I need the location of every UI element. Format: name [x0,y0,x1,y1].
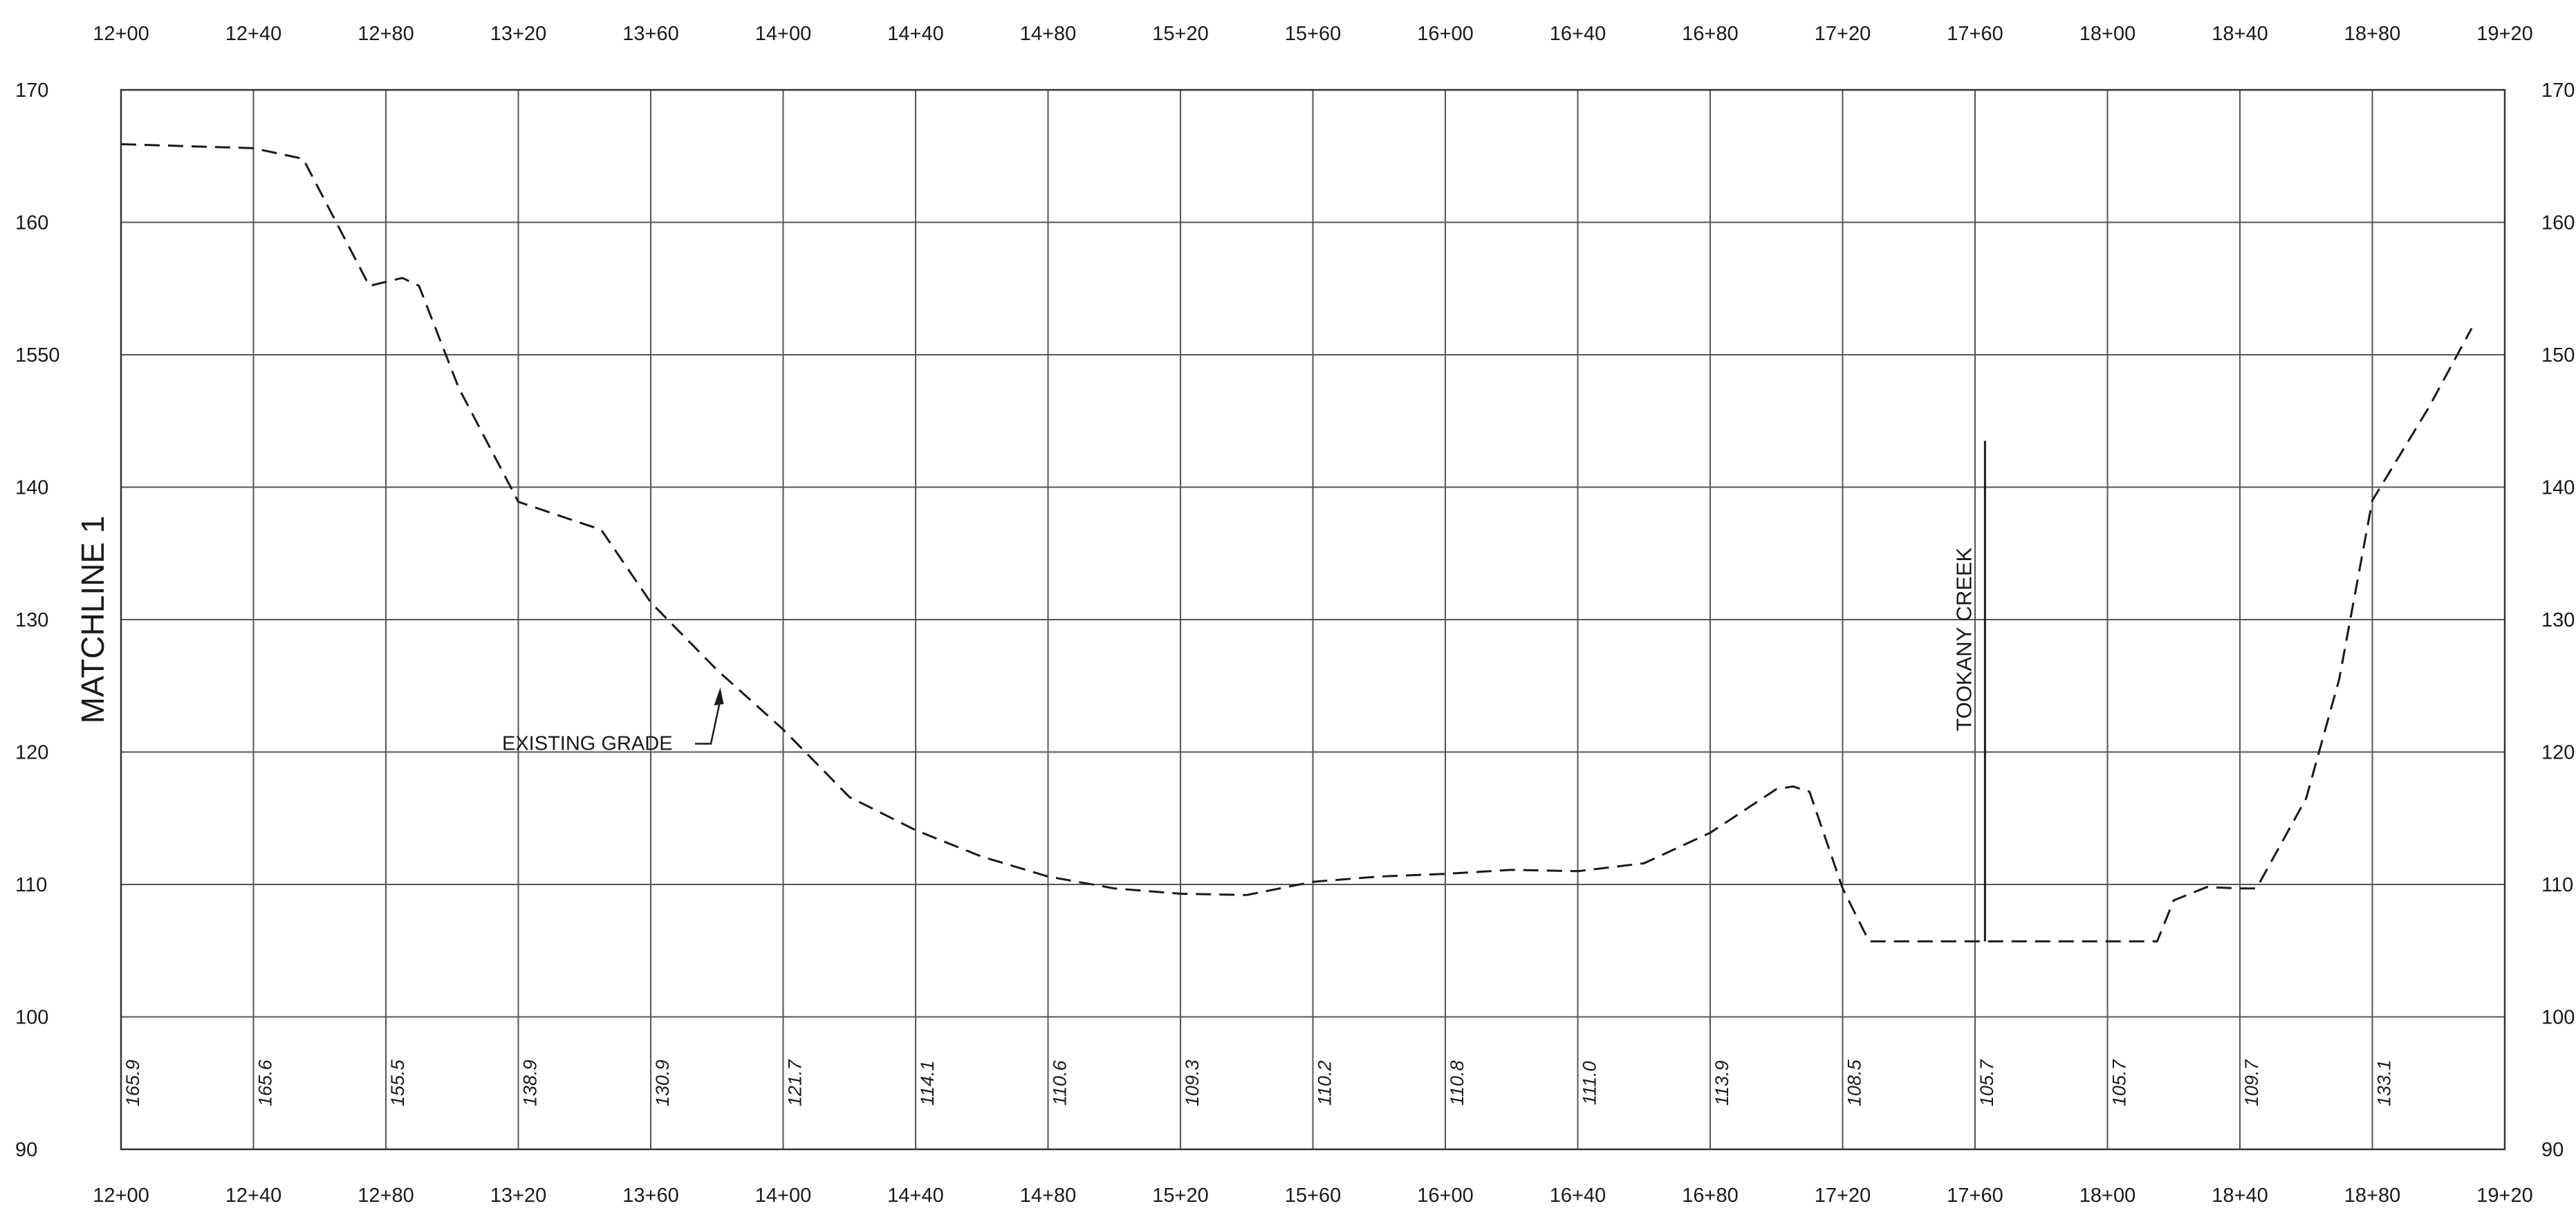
station-label: 16+40 [1550,1185,1606,1207]
station-label: 14+40 [887,1185,943,1207]
station-label: 18+40 [2212,1185,2268,1207]
station-label: 19+20 [2476,23,2532,45]
elevation-label: 160 [15,212,48,234]
station-label: 16+40 [1550,23,1606,45]
existing-grade-line [120,143,2473,943]
elevation-label: 130 [2541,609,2575,631]
station-label: 14+80 [1020,1185,1076,1207]
station-label: 14+00 [755,1185,811,1207]
station-label: 17+60 [1947,1185,2003,1207]
ground-elevation-label: 130.9 [652,1059,673,1106]
station-label: 15+20 [1152,23,1208,45]
station-label: 17+20 [1815,23,1871,45]
elevation-label: 100 [2541,1007,2575,1029]
existing-grade-series [120,143,2473,943]
ground-elevation-label: 155.5 [387,1059,408,1106]
existing-grade-leader [695,699,721,745]
station-label: 12+80 [358,1185,414,1207]
elevation-label: 120 [2541,742,2575,764]
elevation-label: 140 [2541,477,2575,499]
ground-elevation-label: 133.1 [2374,1059,2395,1106]
ground-elevation-label: 110.8 [1447,1060,1467,1106]
station-label: 14+40 [887,23,943,45]
elevation-label: 150 [2541,344,2575,367]
ground-elevation-label: 105.7 [2109,1059,2130,1106]
ground-elevation-label: 114.1 [917,1060,938,1106]
station-label: 13+20 [490,23,546,45]
station-label: 16+00 [1417,1185,1473,1207]
plot-frame [120,89,2506,1151]
elevation-label: 90 [15,1139,37,1161]
grid [120,89,2505,1150]
elevation-label: 100 [15,1007,48,1029]
station-label: 16+80 [1682,23,1738,45]
elevation-label: 90 [2541,1139,2564,1161]
station-label: 15+60 [1285,23,1341,45]
elevation-labels-left: 90 100 110 120 130 140 1550 160 170 [15,80,60,1161]
elevation-label: 140 [15,477,48,499]
existing-grade-label: EXISTING GRADE [502,733,673,755]
ground-elevation-label: 165.6 [255,1059,276,1106]
elevation-label: 1550 [15,344,60,367]
station-label: 15+20 [1152,1185,1208,1207]
station-label: 12+00 [93,1185,149,1207]
station-labels-bottom: 12+00 12+40 12+80 13+20 13+60 14+00 14+40 14+80… [93,1185,2532,1207]
station-label: 14+00 [755,23,811,45]
station-label: 17+60 [1947,23,2003,45]
ground-elevation-label: 165.9 [122,1059,143,1106]
station-label: 12+00 [93,23,149,45]
matchline-label: MATCHLINE 1 [75,516,111,724]
existing-grade-arrowhead [714,687,724,706]
station-label: 15+60 [1285,1185,1341,1207]
station-label: 18+40 [2212,23,2268,45]
ground-elevation-label: 109.7 [2241,1059,2262,1106]
elevation-label: 110 [15,874,47,896]
station-label: 12+80 [358,23,414,45]
station-label: 16+00 [1417,23,1473,45]
tookany-creek-label: TOOKANY CREEK [1952,547,1976,731]
station-label: 18+80 [2344,1185,2400,1207]
ground-elevation-label: 110.6 [1050,1059,1071,1106]
station-label: 19+20 [2476,1185,2532,1207]
station-label: 16+80 [1682,1185,1738,1207]
ground-elevation-label: 109.3 [1182,1059,1203,1106]
station-label: 13+60 [622,23,678,45]
elevation-label: 170 [15,80,48,102]
station-label: 18+00 [2079,23,2135,45]
station-label: 13+20 [490,1185,546,1207]
elevation-label: 110 [2541,874,2573,896]
station-label: 18+80 [2344,23,2400,45]
station-labels-top: 12+00 12+40 12+80 13+20 13+60 14+00 14+40 14+80… [93,23,2532,45]
ground-elevation-label: 105.7 [1976,1059,1997,1106]
ground-elevation-label: 108.5 [1844,1059,1865,1106]
elevation-label: 120 [15,742,48,764]
ground-elevation-label: 111.0 [1579,1061,1600,1105]
ground-elevation-label: 138.9 [520,1059,541,1106]
ground-elevation-label: 110.2 [1315,1060,1335,1106]
station-label: 18+00 [2079,1185,2135,1207]
elevation-labels-right: 90 100 110 120 130 140 150 160 170 [2541,80,2575,1161]
ground-elevation-label: 121.7 [785,1059,806,1106]
station-label: 12+40 [225,1185,281,1207]
ground-elevation-labels: 165.9 165.6 155.5 138.9 130.9 121.7 114.1 110.6… [122,1059,2395,1106]
station-label: 12+40 [225,23,281,45]
elevation-label: 160 [2541,212,2575,234]
ground-elevation-label: 113.9 [1712,1060,1732,1106]
station-label: 13+60 [622,1185,678,1207]
station-label: 17+20 [1815,1185,1871,1207]
elevation-label: 170 [2541,80,2575,102]
elevation-label: 130 [15,609,48,631]
station-label: 14+80 [1020,23,1076,45]
